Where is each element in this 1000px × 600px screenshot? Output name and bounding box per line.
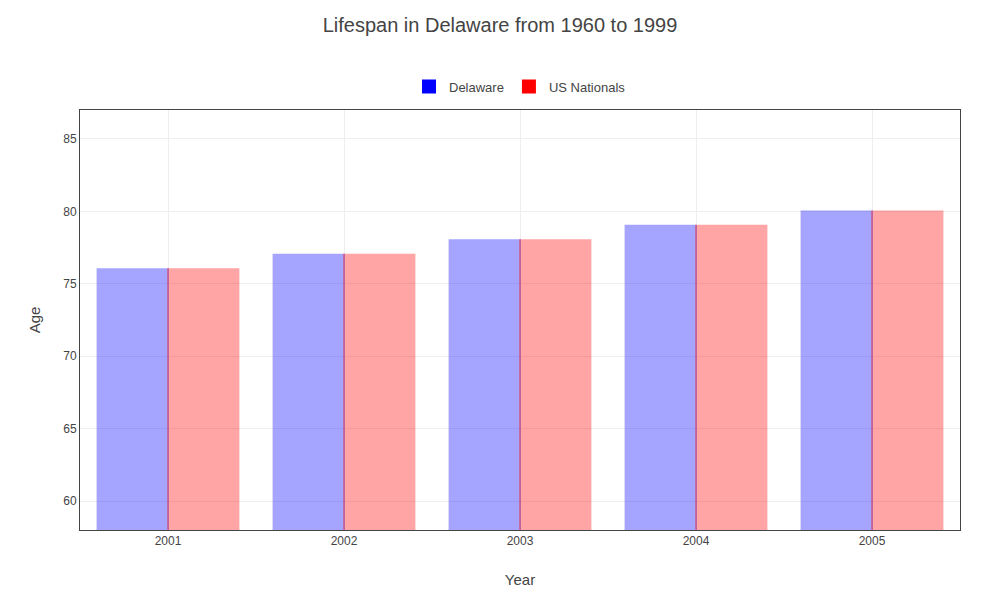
svg-text:2001: 2001 [155,534,182,548]
svg-text:Lifespan in Delaware from 1960: Lifespan in Delaware from 1960 to 1999 [323,14,678,36]
svg-text:70: 70 [63,349,77,363]
svg-text:85: 85 [63,132,77,146]
svg-text:US Nationals: US Nationals [549,80,625,95]
svg-text:2003: 2003 [507,534,534,548]
svg-text:Year: Year [505,571,535,588]
svg-text:60: 60 [63,494,77,508]
svg-text:2002: 2002 [331,534,358,548]
svg-text:Age: Age [26,307,43,334]
svg-text:65: 65 [63,422,77,436]
svg-text:Delaware: Delaware [449,80,504,95]
svg-text:2005: 2005 [859,534,886,548]
svg-text:75: 75 [63,277,77,291]
svg-text:80: 80 [63,205,77,219]
svg-text:2004: 2004 [683,534,710,548]
